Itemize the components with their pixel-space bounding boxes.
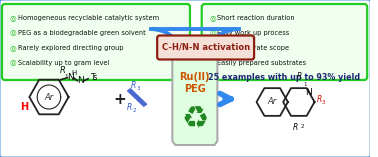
Text: Ru(II): Ru(II) bbox=[180, 72, 210, 82]
Text: +: + bbox=[113, 92, 126, 106]
Text: R: R bbox=[131, 81, 136, 89]
Polygon shape bbox=[172, 57, 217, 145]
Text: ◎: ◎ bbox=[9, 14, 16, 22]
Text: Scalability up to gram level: Scalability up to gram level bbox=[18, 60, 109, 66]
Text: C-H/N-N activation: C-H/N-N activation bbox=[161, 43, 250, 52]
Text: Easy work up process: Easy work up process bbox=[217, 30, 290, 36]
Text: 3: 3 bbox=[136, 86, 139, 91]
Text: R: R bbox=[127, 103, 133, 111]
Text: N: N bbox=[67, 73, 74, 82]
Text: 1: 1 bbox=[304, 82, 307, 87]
Text: 3: 3 bbox=[321, 100, 325, 105]
FancyBboxPatch shape bbox=[157, 35, 254, 60]
Text: R: R bbox=[316, 95, 322, 103]
Text: Rarely explored directing group: Rarely explored directing group bbox=[18, 45, 123, 51]
Text: R: R bbox=[293, 123, 299, 132]
Text: Ar: Ar bbox=[44, 92, 54, 101]
Text: Ar: Ar bbox=[268, 97, 277, 106]
Text: PEG as a biodegradable green solvent: PEG as a biodegradable green solvent bbox=[18, 30, 146, 36]
Text: Easily prepared substrates: Easily prepared substrates bbox=[217, 60, 307, 66]
FancyBboxPatch shape bbox=[2, 4, 190, 80]
Text: 2: 2 bbox=[301, 124, 304, 129]
Text: H: H bbox=[72, 70, 77, 76]
FancyBboxPatch shape bbox=[202, 4, 367, 80]
Text: PEG: PEG bbox=[184, 84, 206, 94]
Text: Wide substrate scope: Wide substrate scope bbox=[217, 45, 290, 51]
Text: R: R bbox=[60, 66, 66, 75]
Text: 25 examples with up to 93% yield: 25 examples with up to 93% yield bbox=[208, 73, 360, 81]
Text: H: H bbox=[20, 102, 28, 112]
Text: 1: 1 bbox=[65, 74, 68, 79]
Text: R: R bbox=[297, 72, 302, 81]
Text: ◎: ◎ bbox=[209, 43, 216, 52]
Text: Homogeneous recyclable catalytic system: Homogeneous recyclable catalytic system bbox=[18, 15, 159, 21]
Text: ◎: ◎ bbox=[209, 14, 216, 22]
Text: ◎: ◎ bbox=[9, 43, 16, 52]
Text: ♻: ♻ bbox=[181, 105, 209, 133]
Text: N: N bbox=[305, 88, 312, 97]
Text: ◎: ◎ bbox=[9, 29, 16, 38]
Text: N: N bbox=[77, 76, 84, 85]
Text: ◎: ◎ bbox=[209, 59, 216, 68]
Text: 2: 2 bbox=[132, 108, 136, 113]
Text: Ts: Ts bbox=[91, 73, 98, 82]
Text: Short reaction duration: Short reaction duration bbox=[217, 15, 295, 21]
Text: ◎: ◎ bbox=[9, 59, 16, 68]
Text: ◎: ◎ bbox=[209, 29, 216, 38]
